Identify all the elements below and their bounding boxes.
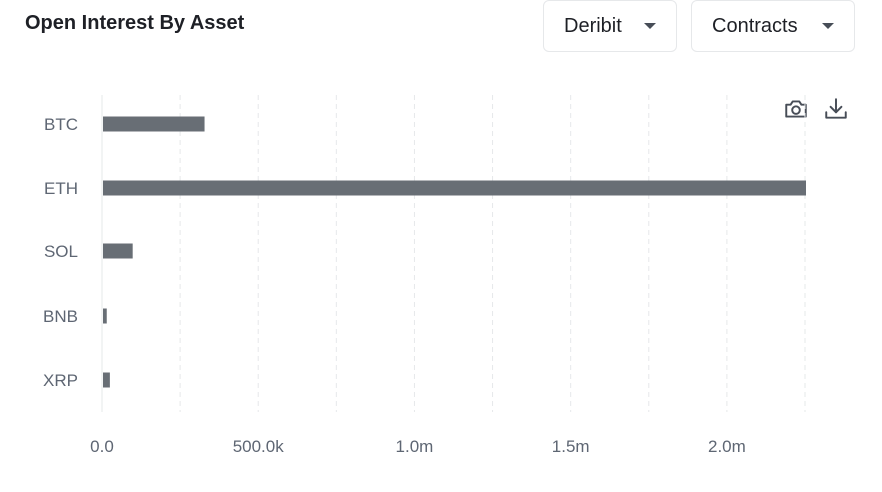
download-icon[interactable] bbox=[823, 96, 849, 122]
bar-xrp bbox=[103, 372, 110, 388]
bar-bnb bbox=[103, 308, 107, 324]
chart-x-labels: 0.0 500.0k 1.0m 1.5m 2.0m bbox=[90, 437, 746, 456]
chevron-down-icon bbox=[644, 23, 656, 29]
x-tick-label: 1.5m bbox=[552, 437, 590, 456]
camera-icon[interactable] bbox=[783, 96, 809, 122]
x-tick-label: 500.0k bbox=[233, 437, 285, 456]
x-tick-label: 0.0 bbox=[90, 437, 114, 456]
y-tick-label: ETH bbox=[44, 179, 78, 198]
x-tick-label: 1.0m bbox=[396, 437, 434, 456]
y-tick-label: XRP bbox=[43, 371, 78, 390]
bar-sol bbox=[103, 243, 133, 259]
y-tick-label: BNB bbox=[43, 307, 78, 326]
exchange-dropdown-label: Deribit bbox=[564, 14, 622, 37]
chart-grid bbox=[101, 95, 806, 412]
chevron-down-icon bbox=[822, 23, 834, 29]
y-tick-label: SOL bbox=[44, 242, 78, 261]
bar-btc bbox=[103, 116, 205, 132]
unit-dropdown-label: Contracts bbox=[712, 14, 798, 37]
bar-eth bbox=[103, 180, 806, 196]
unit-dropdown[interactable]: Contracts bbox=[691, 0, 855, 52]
page-title: Open Interest By Asset bbox=[25, 12, 245, 34]
x-tick-label: 2.0m bbox=[708, 437, 746, 456]
chart-bars bbox=[103, 116, 806, 388]
y-tick-label: BTC bbox=[44, 115, 78, 134]
chart-y-labels: BTC ETH SOL BNB XRP bbox=[43, 115, 78, 390]
exchange-dropdown[interactable]: Deribit bbox=[543, 0, 677, 52]
